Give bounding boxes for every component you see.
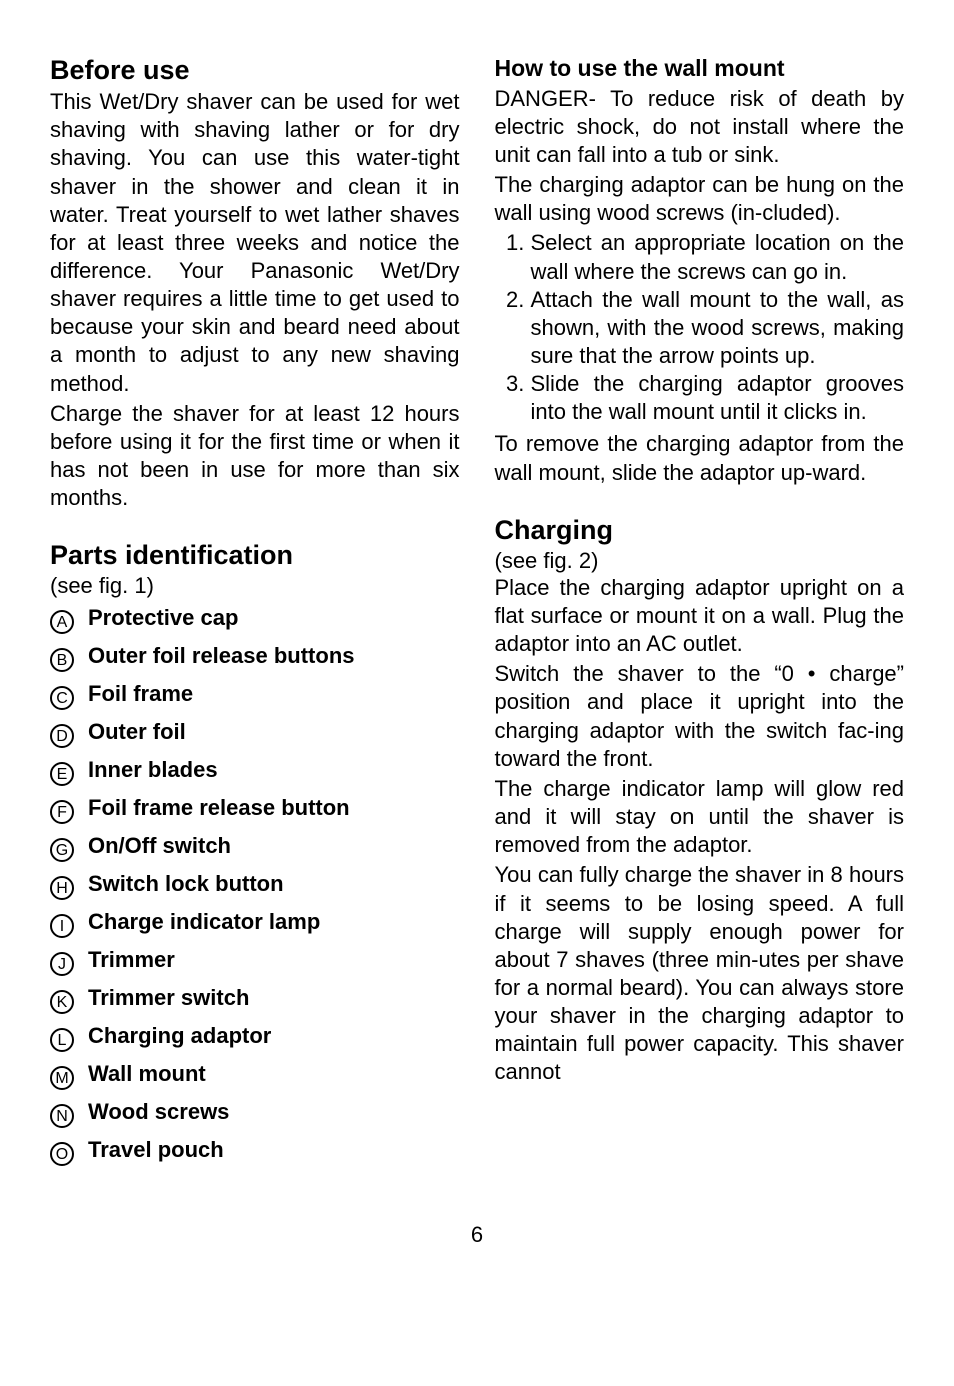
part-label: Foil frame release button [88,795,350,821]
part-item: I Charge indicator lamp [50,909,460,936]
part-label: On/Off switch [88,833,231,859]
part-item: L Charging adaptor [50,1023,460,1050]
parts-identification-heading: Parts identification [50,540,460,571]
before-use-heading: Before use [50,55,460,86]
parts-see-fig: (see fig. 1) [50,573,460,599]
part-item: F Foil frame release button [50,795,460,822]
before-use-paragraph-1: This Wet/Dry shaver can be used for wet … [50,88,460,398]
charging-heading: Charging [495,515,905,546]
part-item: G On/Off switch [50,833,460,860]
part-label: Charging adaptor [88,1023,271,1049]
part-item: A Protective cap [50,605,460,632]
before-use-section: Before use This Wet/Dry shaver can be us… [50,55,460,512]
parts-identification-section: Parts identification (see fig. 1) A Prote… [50,540,460,1164]
wall-mount-section: How to use the wall mount DANGER- To red… [495,55,905,487]
part-letter-icon: N [50,1104,74,1128]
part-label: Wall mount [88,1061,206,1087]
part-letter-icon: K [50,990,74,1014]
part-item: E Inner blades [50,757,460,784]
wall-mount-step: Slide the charging adaptor grooves into … [531,370,905,426]
parts-list: A Protective cap B Outer foil release butt… [50,605,460,1164]
wall-mount-steps: Select an appropriate location on the wa… [495,229,905,426]
charging-paragraph-2: Switch the shaver to the “0 • charge” po… [495,660,905,773]
part-label: Trimmer [88,947,175,973]
part-item: J Trimmer [50,947,460,974]
part-label: Wood screws [88,1099,229,1125]
part-letter-icon: I [50,914,74,938]
wall-mount-step: Select an appropriate location on the wa… [531,229,905,285]
part-item: D Outer foil [50,719,460,746]
part-item: O Travel pouch [50,1137,460,1164]
page: Before use This Wet/Dry shaver can be us… [0,0,954,1222]
part-letter-icon: D [50,724,74,748]
part-item: N Wood screws [50,1099,460,1126]
wall-mount-paragraph-3: To remove the charging adaptor from the … [495,430,905,486]
part-item: B Outer foil release buttons [50,643,460,670]
part-label: Foil frame [88,681,193,707]
part-label: Outer foil [88,719,186,745]
part-letter-icon: B [50,648,74,672]
part-item: H Switch lock button [50,871,460,898]
part-letter-icon: J [50,952,74,976]
wall-mount-paragraph-1: DANGER- To reduce risk of death by elect… [495,85,905,169]
charging-paragraph-1: Place the charging adaptor upright on a … [495,574,905,658]
part-letter-icon: L [50,1028,74,1052]
wall-mount-heading: How to use the wall mount [495,55,905,83]
part-label: Trimmer switch [88,985,249,1011]
before-use-paragraph-2: Charge the shaver for at least 12 hours … [50,400,460,513]
part-letter-icon: C [50,686,74,710]
page-number: 6 [0,1222,954,1278]
part-letter-icon: O [50,1142,74,1166]
part-letter-icon: H [50,876,74,900]
charging-paragraph-4: You can fully charge the shaver in 8 hou… [495,861,905,1086]
part-item: C Foil frame [50,681,460,708]
part-letter-icon: E [50,762,74,786]
wall-mount-paragraph-2: The charging adaptor can be hung on the … [495,171,905,227]
right-column: How to use the wall mount DANGER- To red… [495,55,905,1192]
part-letter-icon: M [50,1066,74,1090]
left-column: Before use This Wet/Dry shaver can be us… [50,55,460,1192]
charging-see-fig: (see fig. 2) [495,548,905,574]
part-label: Charge indicator lamp [88,909,320,935]
part-label: Outer foil release buttons [88,643,355,669]
part-label: Travel pouch [88,1137,224,1163]
part-letter-icon: G [50,838,74,862]
part-letter-icon: F [50,800,74,824]
wall-mount-step: Attach the wall mount to the wall, as sh… [531,286,905,370]
part-item: K Trimmer switch [50,985,460,1012]
part-label: Protective cap [88,605,238,631]
part-label: Switch lock button [88,871,284,897]
charging-section: Charging (see fig. 2) Place the charging… [495,515,905,1087]
part-label: Inner blades [88,757,218,783]
part-letter-icon: A [50,610,74,634]
part-item: M Wall mount [50,1061,460,1088]
charging-paragraph-3: The charge indicator lamp will glow red … [495,775,905,859]
